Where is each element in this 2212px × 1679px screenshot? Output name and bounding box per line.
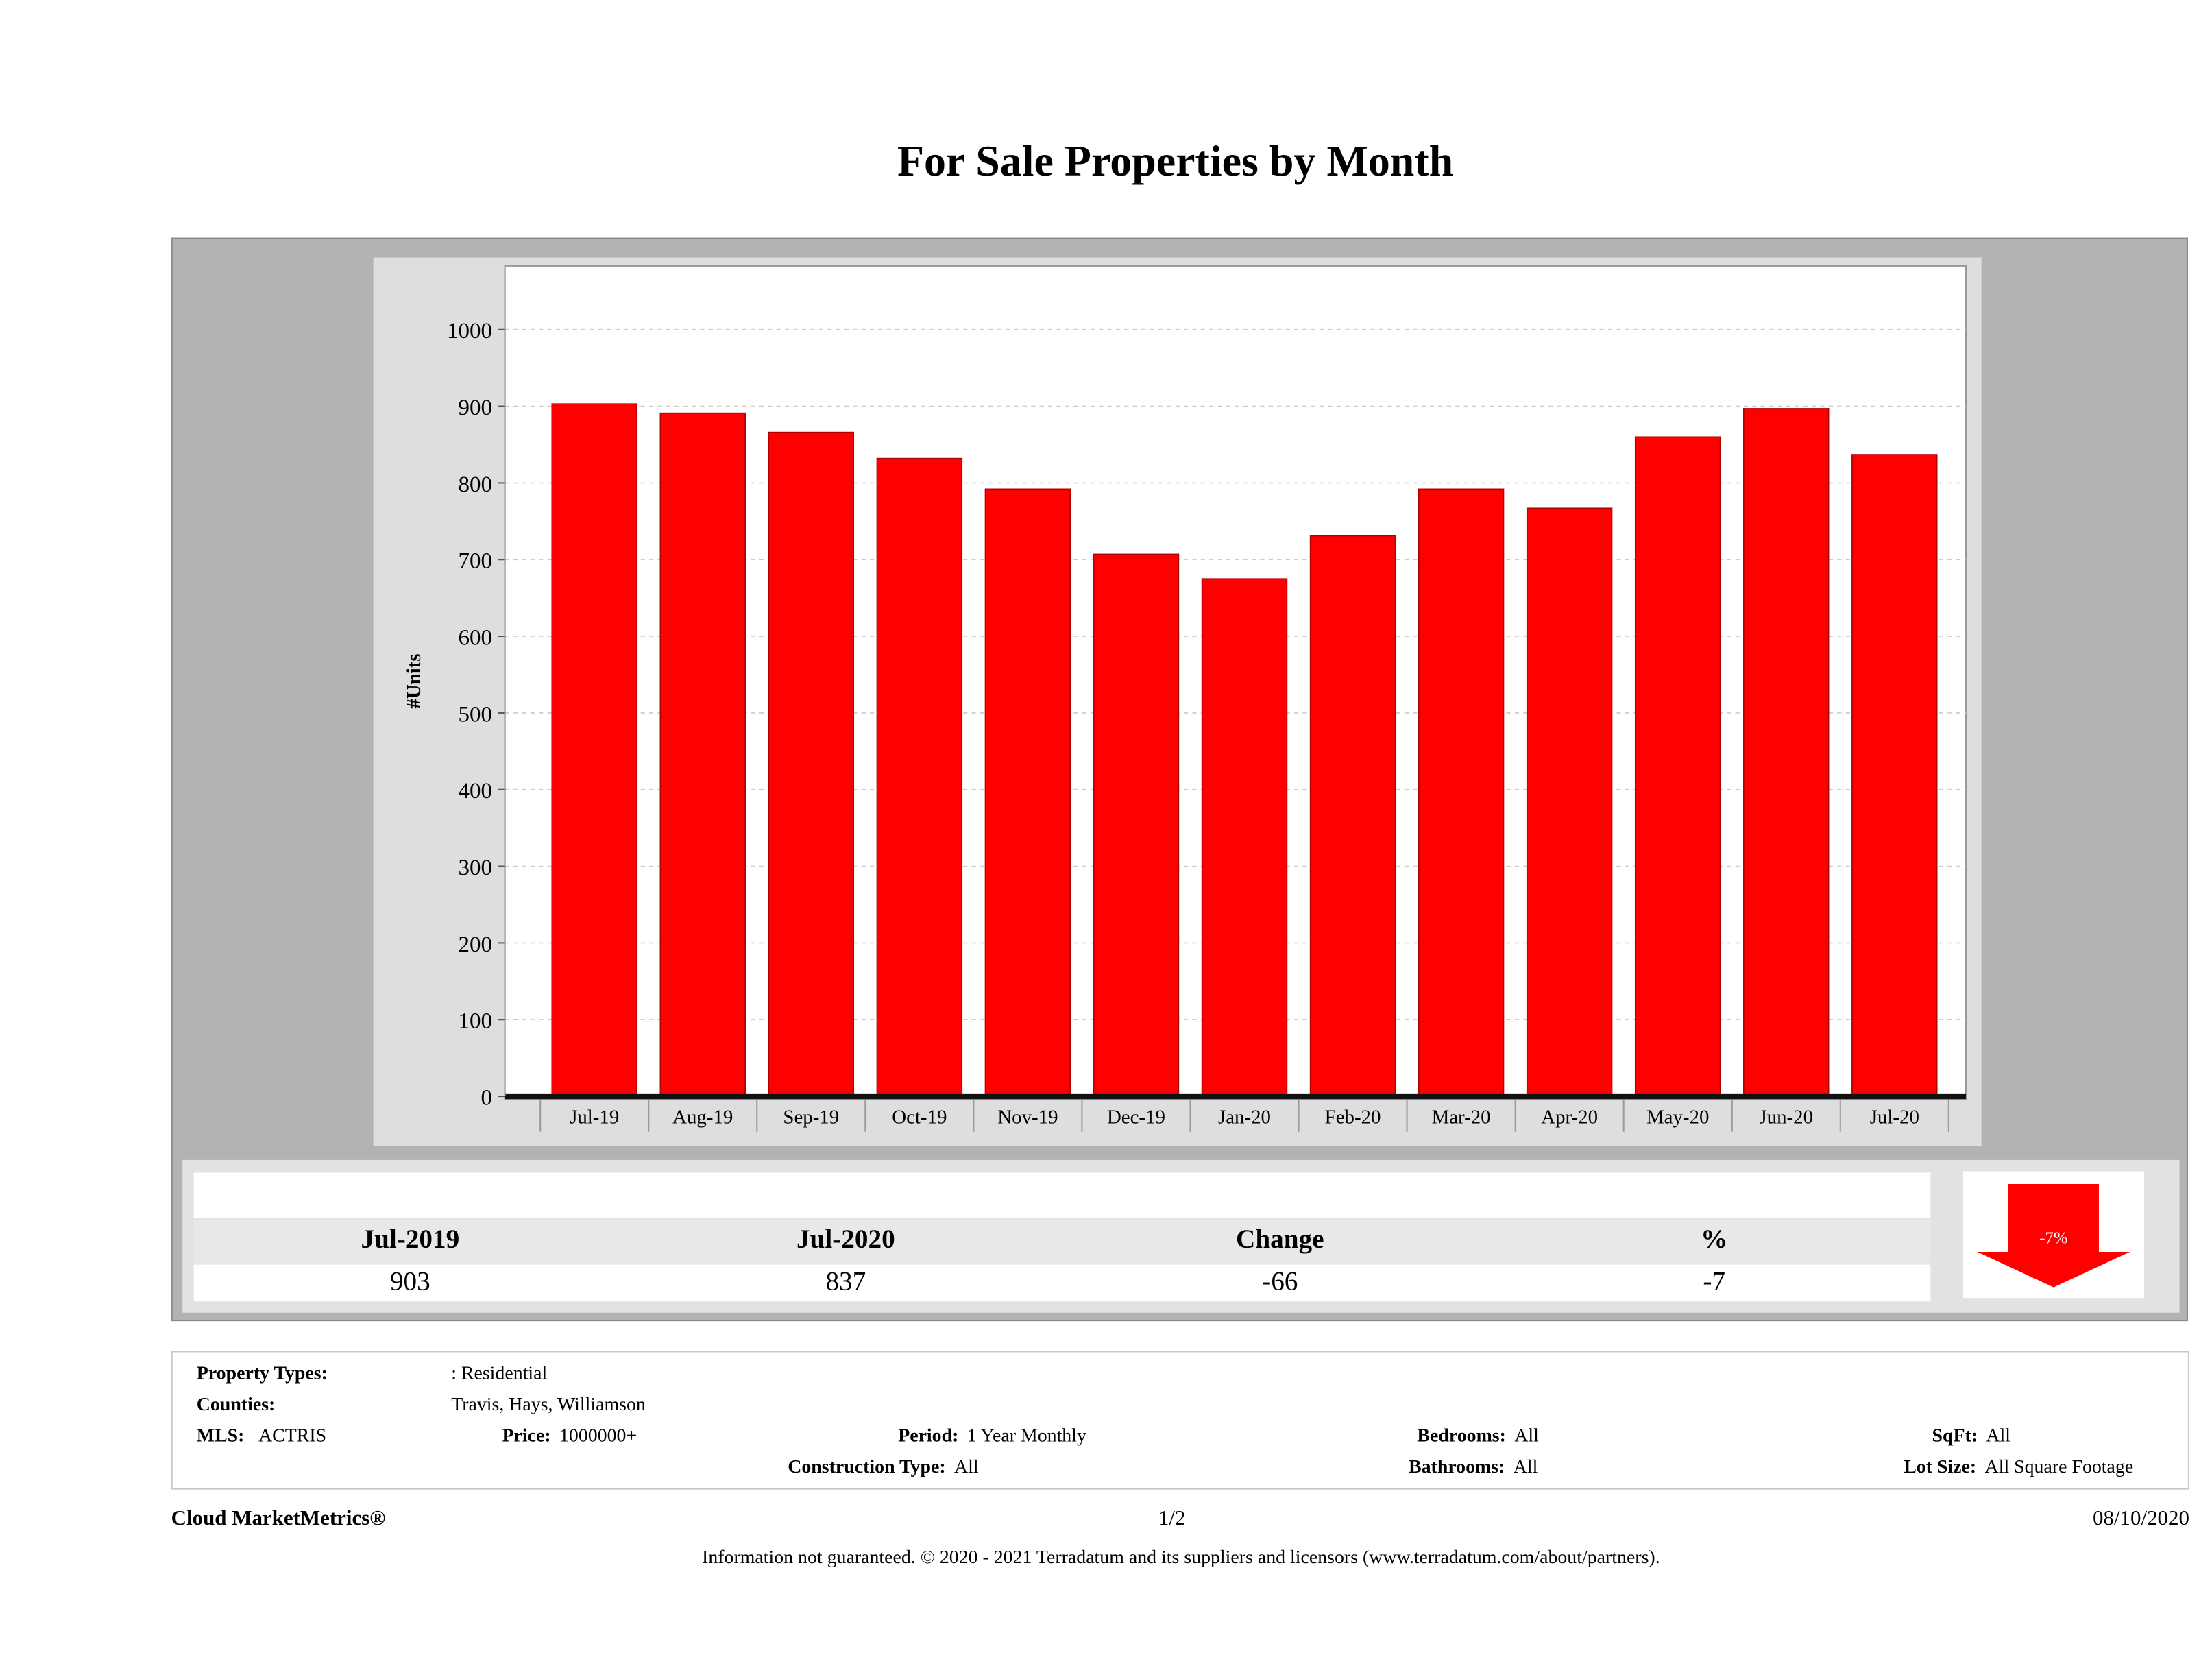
bar-oct-19 [876,457,963,1097]
lot-size-label: Lot Size: [1904,1455,1977,1477]
bathrooms-value: All [1513,1455,1538,1477]
change-indicator: -7% [1962,1171,2144,1299]
construction-label: Construction Type: [788,1455,946,1477]
y-tick-label: 700 [459,549,493,574]
construction-field: Construction Type: All [788,1455,978,1478]
bar-aug-19 [659,412,746,1097]
y-tick-label: 900 [459,396,493,420]
x-tick-label: Jan-20 [1218,1106,1271,1128]
x-tick-label: Dec-19 [1107,1106,1165,1128]
y-tick-label: 200 [459,932,493,957]
y-tick-label: 600 [459,625,493,650]
property-types-value: : Residential [451,1362,548,1384]
bar-feb-20 [1309,535,1396,1097]
bar-chart: 0 100 200 300 400 500 600 700 800 900 1000 #Units Ju… [403,265,1967,1132]
bar-jun-20 [1743,408,1830,1097]
mls-label: MLS: [196,1424,245,1446]
price-field: Price: 1000000+ [502,1425,637,1447]
value-end-month: 837 [825,1267,866,1298]
header-change: Change [1236,1224,1324,1255]
bar-jul-20 [1851,454,1938,1097]
property-types-label: Property Types: [196,1362,328,1384]
bedrooms-value: All [1514,1424,1539,1446]
bathrooms-label: Bathrooms: [1409,1455,1505,1477]
bedrooms-field: Bedrooms: All [1417,1425,1538,1447]
y-tick-label: 400 [459,779,493,804]
mls-field: MLS: ACTRIS [197,1425,326,1447]
sqft-label: SqFt: [1932,1424,1978,1446]
x-tick-label: Aug-19 [672,1106,733,1128]
price-label: Price: [502,1424,551,1446]
bar-sep-19 [768,431,855,1097]
x-tick-label: Jun-20 [1759,1106,1813,1128]
y-tick-label: 800 [459,472,493,497]
x-tick-label: Nov-19 [997,1106,1058,1128]
bedrooms-label: Bedrooms: [1417,1424,1506,1446]
lot-size-field: Lot Size: All Square Footage [1904,1455,2133,1478]
summary-blank-row [193,1172,1931,1218]
header-percent: % [1701,1224,1728,1255]
counties-label: Counties: [196,1393,276,1415]
counties-value: Travis, Hays, Williamson [451,1393,646,1415]
y-tick-label: 0 [481,1085,493,1110]
criteria-box [171,1351,2189,1490]
chart-title: For Sale Properties by Month [897,136,1454,186]
bar-apr-20 [1526,507,1613,1097]
value-change: -66 [1262,1267,1298,1298]
y-tick-label: 300 [459,856,493,880]
sqft-value: All [1986,1424,2011,1446]
bar-dec-19 [1093,553,1180,1097]
construction-value: All [953,1455,979,1477]
arrow-label: -7% [2039,1227,2068,1248]
x-tick-label: Oct-19 [892,1106,947,1128]
price-value: 1000000+ [559,1424,637,1446]
period-value: 1 Year Monthly [967,1424,1086,1446]
x-tick-label: Apr-20 [1541,1106,1598,1128]
x-tick-label: Jul-20 [1870,1106,1919,1128]
brand-name: Cloud MarketMetrics® [171,1508,386,1531]
value-percent: -7 [1703,1267,1726,1298]
summary-header-row [193,1219,1931,1264]
header-end-month: Jul-2020 [796,1224,895,1255]
y-axis-label: #Units [403,653,425,708]
x-tick-label: May-20 [1646,1106,1709,1128]
period-label: Period: [898,1424,959,1446]
page-number: 1/2 [1158,1508,1186,1531]
property-types-field: Property Types: : Residential [197,1362,547,1385]
bathrooms-field: Bathrooms: All [1409,1455,1538,1478]
bar-jul-19 [551,403,637,1097]
bar-mar-20 [1418,488,1505,1097]
x-tick-label: Jul-19 [570,1106,619,1128]
report-date: 08/10/2020 [2092,1508,2189,1531]
y-tick-label: 1000 [447,319,492,343]
y-tick-label: 500 [459,702,493,727]
x-tick-label: Sep-19 [783,1106,839,1128]
period-field: Period: 1 Year Monthly [898,1425,1086,1447]
disclaimer: Information not guaranteed. © 2020 - 202… [702,1546,1660,1568]
counties-field: Counties: Travis, Hays, Williamson [197,1393,646,1416]
value-start-month: 903 [389,1267,430,1298]
bar-jan-20 [1201,578,1288,1097]
summary-value-row [193,1264,1931,1302]
mls-value: ACTRIS [258,1424,327,1446]
lot-size-value: All Square Footage [1984,1455,2134,1477]
bar-may-20 [1634,436,1721,1097]
sqft-field: SqFt: All [1932,1425,2010,1447]
bar-nov-19 [984,488,1071,1097]
header-start-month: Jul-2019 [361,1224,460,1255]
x-tick-label: Mar-20 [1432,1106,1491,1128]
down-arrow-icon [1977,1183,2130,1288]
x-tick-label: Feb-20 [1325,1106,1381,1128]
y-tick-label: 100 [459,1009,493,1034]
